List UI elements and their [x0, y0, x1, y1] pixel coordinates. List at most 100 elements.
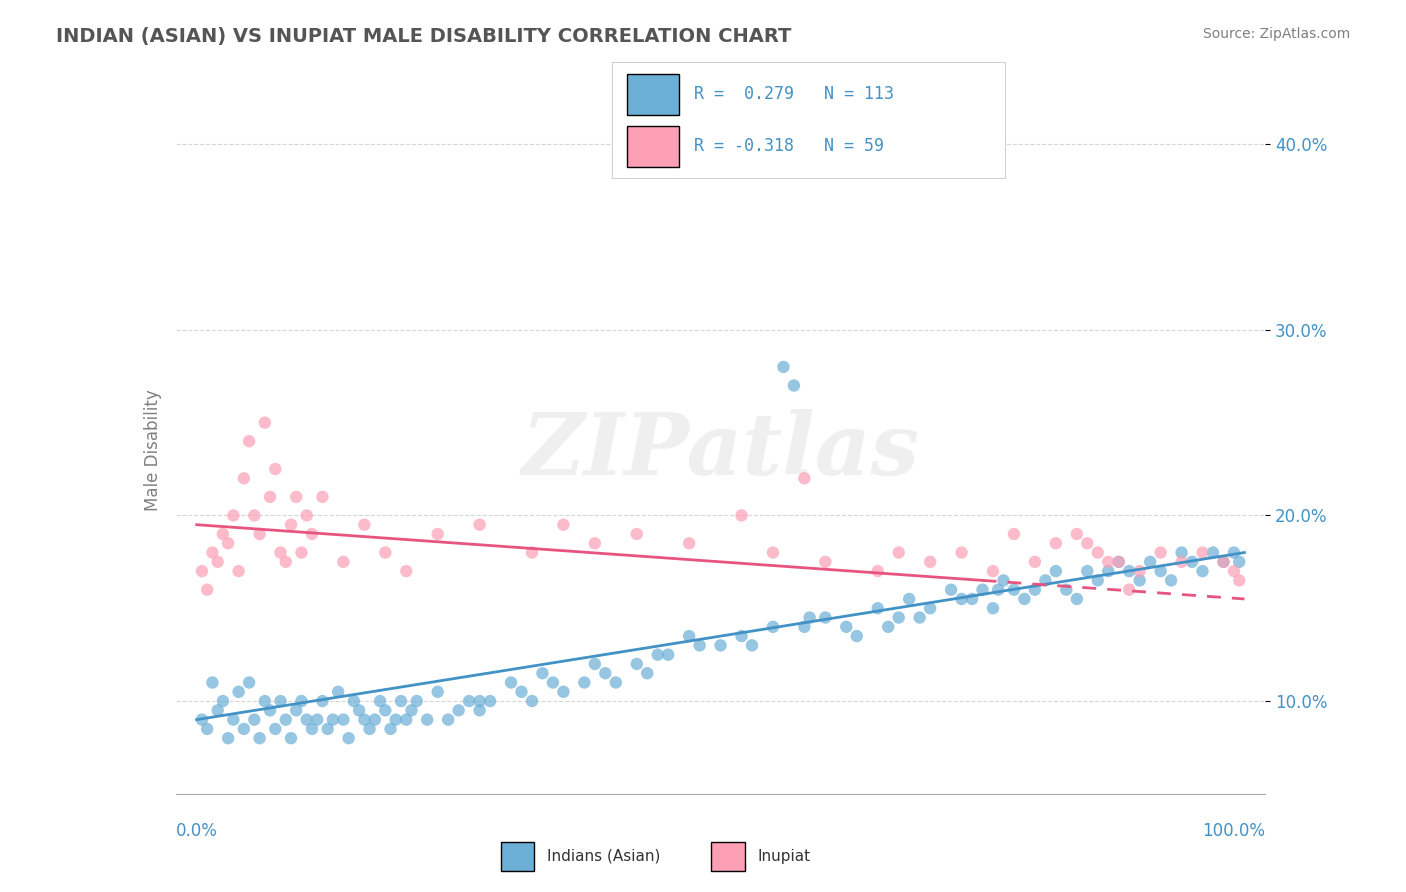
Text: 100.0%: 100.0% — [1202, 822, 1265, 839]
Point — [799, 610, 821, 624]
Point — [583, 657, 606, 671]
Point — [195, 722, 218, 736]
Point — [730, 508, 752, 523]
Point — [1118, 582, 1140, 597]
Point — [337, 731, 360, 746]
Point — [920, 555, 942, 569]
Point — [520, 545, 543, 559]
Point — [678, 629, 700, 643]
Point — [950, 545, 973, 559]
Point — [1149, 545, 1171, 559]
Point — [328, 685, 350, 699]
Point — [201, 545, 224, 559]
Point — [249, 731, 271, 746]
Point — [389, 694, 412, 708]
Point — [353, 713, 375, 727]
Point — [1054, 582, 1077, 597]
Point — [1149, 564, 1171, 578]
Point — [322, 713, 344, 727]
Point — [1045, 564, 1067, 578]
Point — [280, 731, 302, 746]
Point — [405, 694, 427, 708]
Point — [574, 675, 596, 690]
Point — [270, 694, 292, 708]
Point — [253, 694, 276, 708]
Point — [353, 517, 375, 532]
Point — [583, 536, 606, 550]
Point — [981, 601, 1004, 615]
Point — [1212, 555, 1234, 569]
Point — [866, 601, 889, 615]
Text: 0.0%: 0.0% — [176, 822, 218, 839]
Text: R = -0.318   N = 59: R = -0.318 N = 59 — [695, 137, 884, 155]
Point — [301, 527, 323, 541]
Point — [401, 703, 423, 717]
Text: ZIPatlas: ZIPatlas — [522, 409, 920, 492]
FancyBboxPatch shape — [627, 74, 679, 114]
Point — [347, 703, 370, 717]
Point — [1097, 555, 1119, 569]
Point — [1066, 527, 1088, 541]
Point — [1002, 582, 1025, 597]
Point — [762, 620, 785, 634]
Point — [307, 713, 329, 727]
Point — [249, 527, 271, 541]
Point — [520, 694, 543, 708]
Point — [939, 582, 962, 597]
Point — [605, 675, 627, 690]
Point — [626, 527, 648, 541]
Point — [364, 713, 387, 727]
Point — [270, 545, 292, 559]
Point — [395, 564, 418, 578]
Point — [1160, 574, 1182, 588]
Text: Source: ZipAtlas.com: Source: ZipAtlas.com — [1202, 27, 1350, 41]
Point — [499, 675, 522, 690]
Y-axis label: Male Disability: Male Disability — [143, 390, 162, 511]
Point — [274, 555, 297, 569]
Point — [228, 564, 250, 578]
Point — [793, 620, 815, 634]
Point — [311, 694, 333, 708]
Point — [898, 591, 921, 606]
Point — [1227, 574, 1250, 588]
Point — [1076, 536, 1098, 550]
Point — [981, 564, 1004, 578]
Point — [1087, 574, 1109, 588]
Point — [259, 490, 281, 504]
Point — [1024, 555, 1046, 569]
Point — [285, 490, 308, 504]
Point — [510, 685, 533, 699]
Point — [1097, 564, 1119, 578]
Point — [1212, 555, 1234, 569]
Point — [395, 713, 418, 727]
Text: Inupiat: Inupiat — [758, 849, 811, 863]
Point — [311, 490, 333, 504]
Point — [553, 517, 575, 532]
Point — [380, 722, 402, 736]
Point — [1002, 527, 1025, 541]
Point — [1108, 555, 1130, 569]
Point — [762, 545, 785, 559]
Point — [458, 694, 481, 708]
Point — [1024, 582, 1046, 597]
Point — [243, 508, 266, 523]
Point — [772, 359, 794, 374]
FancyBboxPatch shape — [627, 126, 679, 167]
Point — [468, 703, 491, 717]
Point — [1191, 564, 1213, 578]
Point — [1035, 574, 1057, 588]
Point — [553, 685, 575, 699]
Point — [359, 722, 381, 736]
Point — [741, 639, 763, 653]
Point — [447, 703, 470, 717]
Point — [1045, 536, 1067, 550]
Point — [212, 694, 235, 708]
FancyBboxPatch shape — [711, 842, 745, 871]
Point — [595, 666, 617, 681]
Point — [295, 713, 318, 727]
Point — [437, 713, 460, 727]
Point — [280, 517, 302, 532]
Point — [201, 675, 224, 690]
Point — [993, 574, 1015, 588]
Point — [1076, 564, 1098, 578]
